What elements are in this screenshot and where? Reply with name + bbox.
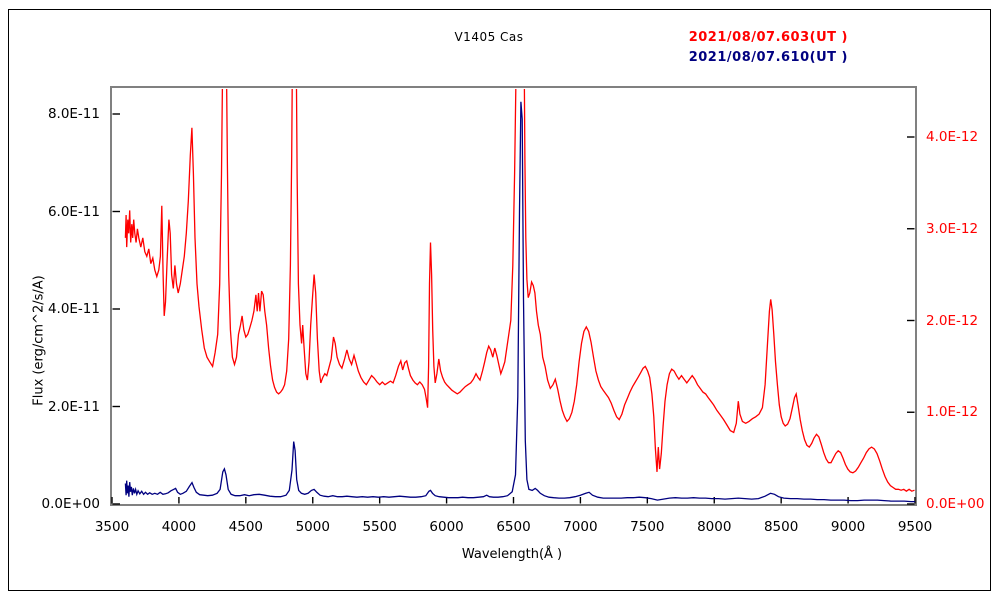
legend-item-blue: 2021/08/07.610(UT )	[688, 50, 848, 65]
x-axis-label: Wavelength(Å )	[461, 547, 563, 562]
y-right-tick-label: 0.0E+00	[926, 496, 985, 512]
y-right-tick-label: 3.0E-12	[926, 220, 979, 237]
y-left-tick-label: 2.0E-11	[47, 398, 100, 415]
page-title: V1405 Cas	[454, 30, 524, 44]
x-tick-label: 9500	[897, 519, 933, 535]
axis-ticks	[111, 113, 916, 505]
y-left-tick-label: 4.0E-11	[47, 301, 100, 317]
spectra-curves	[124, 89, 915, 503]
x-tick-label: 8500	[763, 519, 799, 535]
x-tick-label: 6500	[496, 519, 531, 535]
y-right-tick-label: 1.0E-12	[926, 404, 979, 421]
x-tick-label: 6000	[429, 519, 464, 535]
figure-border	[8, 9, 991, 591]
y-left-tick-label: 8.0E-11	[47, 106, 100, 122]
x-tick-label: 5500	[362, 519, 397, 535]
x-tick-label: 8000	[697, 519, 732, 535]
y-right-tick-label: 2.0E-12	[926, 312, 979, 329]
red-spectrum-line	[124, 89, 915, 492]
blue-spectrum-line	[124, 101, 915, 503]
x-tick-label: 7000	[563, 519, 598, 535]
x-tick-label: 9000	[830, 519, 866, 535]
plot-area	[110, 86, 917, 506]
x-tick-label: 4000	[161, 519, 197, 535]
legend-item-red: 2021/08/07.603(UT )	[688, 30, 848, 45]
x-tick-label: 7500	[630, 519, 665, 535]
x-tick-label: 4500	[228, 519, 263, 535]
y-left-tick-label: 0.0E+00	[41, 496, 101, 512]
x-tick-label: 3500	[94, 519, 130, 535]
y-left-tick-label: 6.0E-11	[47, 203, 100, 220]
y-right-tick-label: 4.0E-12	[926, 129, 979, 145]
x-tick-label: 5000	[295, 519, 330, 535]
